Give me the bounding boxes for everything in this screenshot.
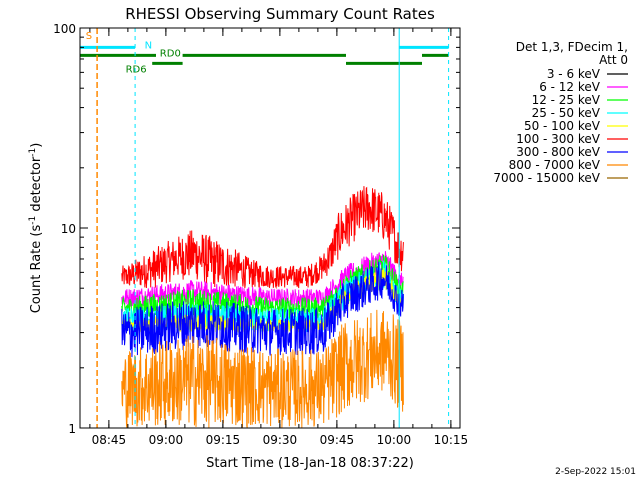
y-tick-label-0: 1 — [68, 422, 76, 436]
legend-header-1: Det 1,3, FDecim 1, — [516, 40, 628, 54]
y-axis-label-main: Count Rate (s — [29, 225, 44, 314]
y-tick-label-1: 10 — [61, 222, 76, 236]
series-line-0 — [121, 186, 404, 290]
legend-label-1: 6 - 12 keV — [539, 80, 601, 94]
y-axis-label-end: ) — [29, 143, 44, 148]
legend-label-6: 300 - 800 keV — [516, 145, 600, 159]
legend-label-8: 7000 - 15000 keV — [493, 171, 600, 185]
annotation-rd0: RD0 — [160, 49, 181, 60]
x-axis-label: Start Time (18-Jan-18 08:37:22) — [206, 456, 414, 471]
series-100-300keV — [121, 186, 404, 290]
legend-label-2: 12 - 25 keV — [532, 93, 601, 107]
legend-label-0: 3 - 6 keV — [547, 67, 601, 81]
x-tick-label-3: 09:30 — [263, 433, 298, 447]
series-300-800keV — [121, 261, 404, 358]
series-line-6 — [121, 309, 404, 428]
data-layer — [121, 186, 404, 428]
y-axis-label-sup2: -1 — [28, 148, 38, 157]
x-tick-label-4: 09:45 — [320, 433, 355, 447]
legend-label-4: 50 - 100 keV — [524, 119, 601, 133]
chart-title: RHESSI Observing Summary Count Rates — [125, 5, 435, 23]
y-tick-label-2: 100 — [53, 22, 76, 36]
annotation-rd6: RD6 — [126, 64, 147, 75]
legend-label-7: 800 - 7000 keV — [509, 158, 601, 172]
axes-layer: 08:45 09:00 09:15 09:30 09:45 10:00 10:15 1 10 10… — [53, 22, 468, 447]
legend-header-2: Att 0 — [599, 53, 628, 67]
legend-label-3: 25 - 50 keV — [532, 106, 601, 120]
annotation-s: S — [86, 31, 92, 42]
y-axis-label-mid: detector — [29, 156, 44, 216]
annotation-n: N — [145, 40, 152, 51]
footer-date: 2-Sep-2022 15:01 — [555, 467, 636, 477]
y-axis-label: Count Rate (s-1 detector-1) — [28, 143, 44, 314]
series-800-7000keV — [121, 309, 404, 428]
y-axis-label-sup1: -1 — [28, 216, 38, 225]
x-tick-label-2: 09:15 — [206, 433, 241, 447]
x-tick-label-0: 08:45 — [92, 433, 127, 447]
annotation-layer: S N RD0 RD6 — [79, 28, 450, 428]
x-tick-label-1: 09:00 — [149, 433, 184, 447]
series-line-5 — [121, 261, 404, 358]
legend-label-5: 100 - 300 keV — [516, 132, 600, 146]
x-tick-label-5: 10:00 — [377, 433, 412, 447]
x-tick-label-6: 10:15 — [434, 433, 469, 447]
